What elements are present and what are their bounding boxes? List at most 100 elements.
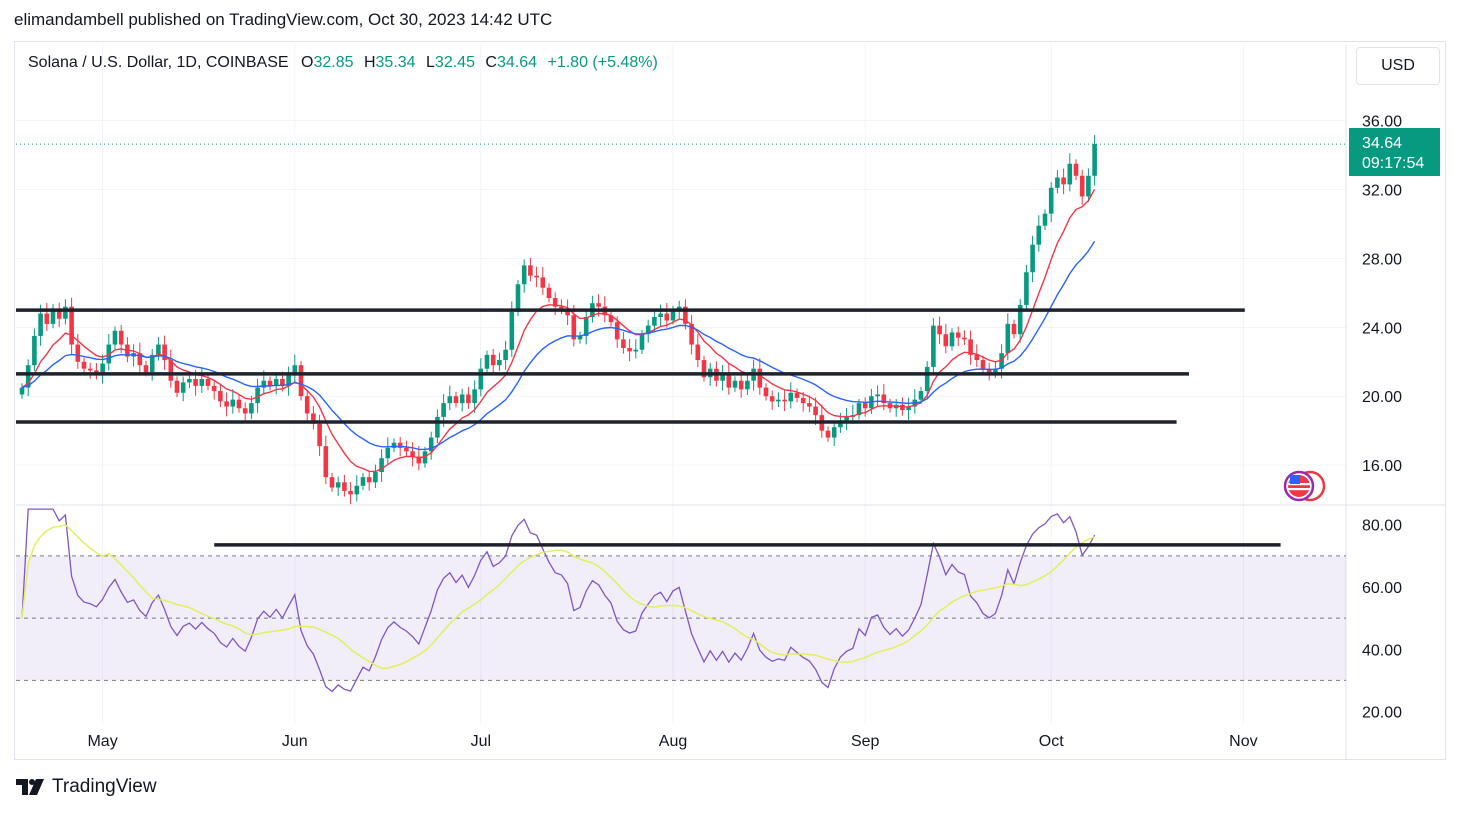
candle-body [875,394,880,397]
candle-body [329,477,335,488]
candle-body [44,313,50,324]
candle-body [974,354,980,361]
candle-body [484,354,490,369]
candle-body [689,323,694,345]
time-tick-label: Nov [1229,733,1257,750]
candle-body [311,413,316,424]
candle-body [999,353,1004,369]
time-tick-label: Aug [659,733,687,750]
rsi-tick-label: 20.00 [1362,705,1402,722]
candle-body [205,379,211,386]
bar-countdown: 09:17:54 [1362,155,1424,172]
candle-body [559,306,564,309]
support-resistance-lines [16,308,1281,547]
rsi-tick-label: 80.00 [1362,518,1402,535]
candle-body [304,396,310,414]
candle-body [224,401,229,407]
candle-body [118,330,124,345]
candle-body [478,368,484,390]
rsi-tick-label: 40.00 [1362,642,1402,659]
candle-body [546,287,552,299]
candle-body [459,394,465,404]
candle-body [441,403,446,417]
candle-body [292,365,298,376]
close-label: C [485,54,497,71]
candle-body [782,399,787,402]
candle-body [571,315,577,340]
brand-name: TradingView [52,776,157,797]
candle-body [1024,272,1029,305]
candle-body [955,332,961,338]
candle-body [19,387,25,395]
candle-body [962,337,967,340]
candle-body [199,379,205,386]
candle-body [348,490,353,495]
rsi-ma-line [21,524,1095,670]
candle-body [807,403,812,407]
candle-body [168,360,174,381]
candle-body [162,344,167,361]
last-price-tag: 34.64 09:17:54 [1349,128,1440,176]
candle-body [521,265,527,285]
currency-button[interactable]: USD [1356,47,1440,85]
candle-body [968,339,973,355]
candle-body [726,373,732,388]
candle-body [75,344,81,362]
low-label: L [426,54,435,71]
close-value: 34.64 [496,54,538,71]
price-tick-label: 20.00 [1362,389,1402,406]
candle-body [515,284,521,312]
candle-body [280,379,285,386]
candle-body [825,430,831,438]
tradingview-brand[interactable]: TradingView [16,776,157,798]
candle-body [552,298,558,307]
candle-body [528,265,533,276]
candle-body [943,334,949,347]
economic-events-flag-icon[interactable] [1283,470,1326,502]
candle-body [745,380,750,390]
candle-body [422,451,428,464]
candle-body [236,399,242,409]
grid [16,45,1446,760]
open-value: 32.85 [313,54,354,71]
candle-body [335,482,341,488]
candle-body [645,325,651,335]
symbol-title: Solana / U.S. Dollar, 1D, COINBASE [28,54,289,71]
candle-body [317,423,322,447]
candle-body [261,380,267,388]
candle-body [453,396,459,404]
candle-body [1042,213,1048,226]
publisher-caption: elimandambell published on TradingView.c… [14,10,553,29]
ema-slow-line [21,240,1096,451]
symbol-legend[interactable]: Solana / U.S. Dollar, 1D, COINBASE O32.8… [28,54,664,72]
candle-body [918,391,924,400]
candle-body [1036,225,1042,245]
candle-body [373,472,378,483]
candle-body [404,447,409,452]
candle-body [50,308,56,324]
candle-body [490,354,496,366]
candle-body [69,306,74,345]
candle-body [156,344,161,355]
candle-body [1086,175,1091,197]
price-tick-label: 24.00 [1362,320,1402,337]
time-tick-label: Oct [1039,733,1064,750]
candle-body [472,389,477,404]
candle-body [769,396,775,402]
candle-body [937,325,942,335]
candle-body [410,451,415,457]
candle-body [924,366,930,392]
candle-body [844,416,849,421]
high-value: 35.34 [375,54,416,71]
candle-body [583,317,589,336]
candle-body [273,379,279,386]
candle-body [621,339,626,348]
candle-body [211,385,217,392]
candle-body [298,365,304,397]
candle-body [56,308,62,319]
candle-body [788,392,794,402]
candle-body [664,313,670,321]
candle-body [149,354,155,373]
candle-body [1011,323,1017,335]
